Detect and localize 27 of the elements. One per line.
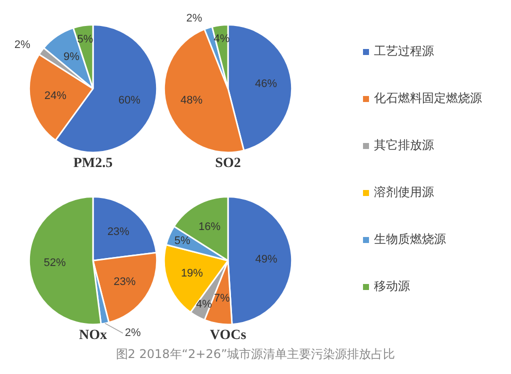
legend-label: 溶剂使用源: [374, 184, 434, 201]
data-label: 48%: [180, 94, 203, 106]
legend-label: 生物质燃烧源: [374, 231, 446, 248]
text: NOx: [79, 328, 107, 344]
legend-label: 其它排放源: [374, 137, 434, 154]
data-label: 52%: [44, 257, 66, 270]
data-label: 16%: [198, 221, 221, 234]
data-label: 49%: [255, 253, 278, 266]
data-label: 2%: [124, 327, 141, 340]
legend-label: 化石燃料固定燃烧源: [374, 90, 482, 107]
data-label: 5%: [174, 234, 190, 247]
caption: 图2 2018年“2+26”城市源清单主要污染源排放占比: [114, 346, 396, 363]
text: PM2.5: [73, 156, 113, 172]
text: VOCs: [210, 328, 247, 344]
data-label: 23%: [114, 276, 136, 288]
data-label: 24%: [44, 90, 67, 102]
data-label: 2%: [14, 39, 30, 52]
data-label: 9%: [64, 50, 80, 63]
legend-label: 移动源: [374, 278, 410, 295]
data-label: 60%: [118, 94, 141, 106]
data-label: 46%: [254, 78, 278, 90]
legend-label: 工艺过程源: [374, 43, 434, 60]
text: SO2: [215, 156, 241, 172]
data-label: 19%: [180, 268, 204, 280]
data-label: 23%: [107, 226, 130, 238]
data-label: 7%: [214, 292, 230, 304]
data-label: 2%: [186, 12, 202, 24]
